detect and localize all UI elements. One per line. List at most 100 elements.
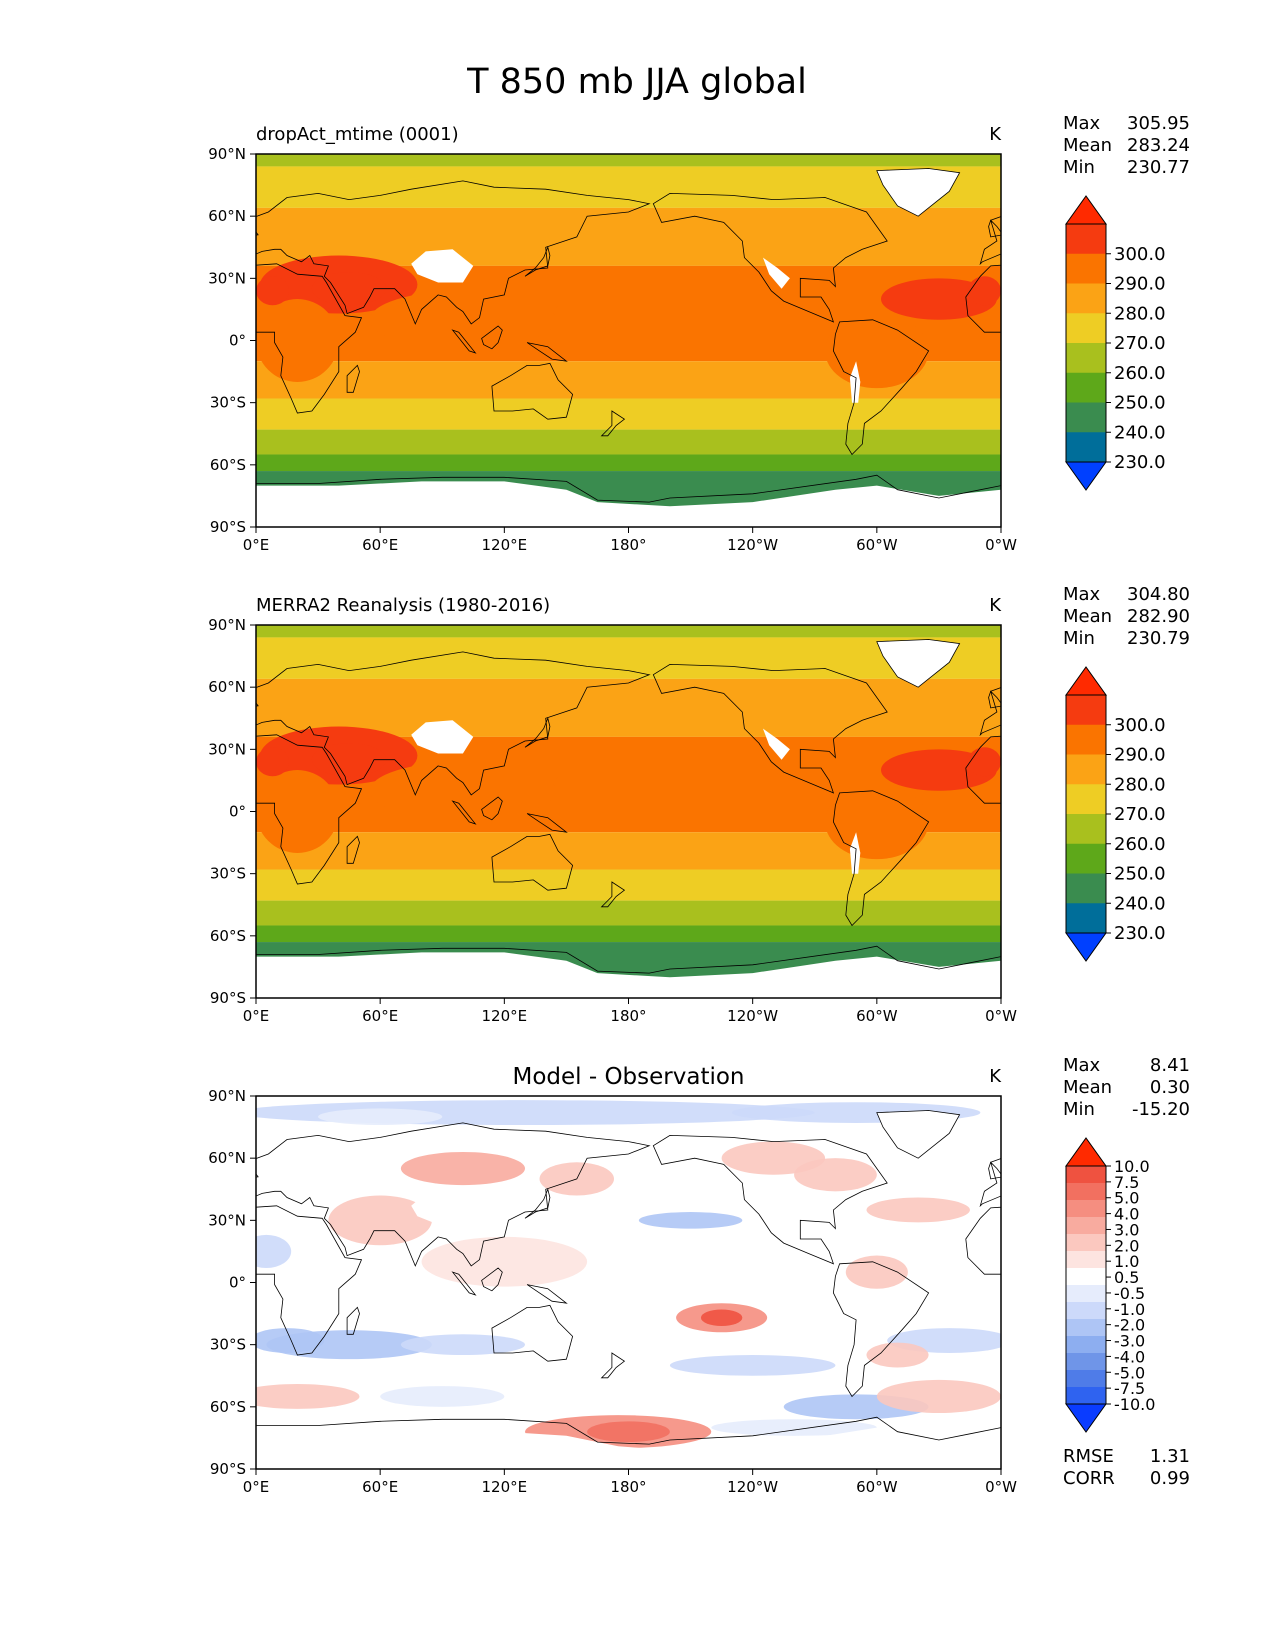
difference-region: [876, 1379, 1001, 1414]
colorbar-segment: [1066, 724, 1106, 755]
y-tick-label: 90°S: [210, 518, 246, 536]
coastline-africa: [256, 263, 363, 414]
stat-value: 230.79: [1127, 628, 1190, 649]
missing-greenland: [876, 168, 960, 217]
colorbar-segment: [1066, 1200, 1106, 1218]
coastline-greenland: [876, 1110, 961, 1159]
coastline-antarctica: [256, 1416, 1001, 1445]
colorbar-segment: [1066, 814, 1106, 845]
colorbar-tick-label: 3.0: [1114, 1220, 1139, 1239]
hot-region: [311, 743, 387, 777]
temperature-band: [256, 637, 1001, 679]
colorbar-tick-label: 230.0: [1114, 923, 1166, 944]
colorbar-segment: [1066, 283, 1106, 314]
coastline-newzealand: [600, 410, 626, 437]
temperature-band: [256, 207, 1001, 266]
difference-region: [866, 1197, 970, 1223]
colorbar-tick-label: 230.0: [1114, 452, 1166, 473]
x-tick-label: 60°E: [362, 536, 398, 554]
colorbar-tick-label: 4.0: [1114, 1205, 1139, 1224]
warm-anomaly-region: [369, 290, 557, 349]
coastline-namerica: [652, 1134, 888, 1265]
panel-left-label: MERRA2 Reanalysis (1980-2016): [256, 595, 550, 616]
map-field: [256, 625, 1001, 998]
colorbar-segment: [1066, 784, 1106, 815]
coastline-borneo: [481, 325, 503, 350]
colorbar-tick-label: -7.5: [1114, 1379, 1145, 1398]
x-tick-label: 120°W: [727, 1007, 778, 1025]
missing-tibet: [411, 249, 474, 283]
colorbar-tick-label: 250.0: [1114, 864, 1166, 885]
colorbar-tick-label: -1.0: [1114, 1300, 1145, 1319]
coastline-madagascar: [346, 1306, 360, 1335]
coastline-samerica: [832, 1261, 930, 1398]
colorbar-tick-label: 1.0: [1114, 1252, 1139, 1271]
panel-center-label: Model - Observation: [512, 1064, 744, 1090]
colorbar-segment: [1066, 1268, 1106, 1286]
difference-region: [400, 1151, 526, 1186]
colorbar-segment: [1066, 1336, 1106, 1354]
temperature-band: [256, 429, 1001, 455]
y-tick-label: 60°S: [210, 927, 246, 945]
coastline-eurasia: [256, 651, 651, 796]
x-tick-label: 180°: [610, 1478, 646, 1496]
panel-obs: 0°E 60°E 120°E 180° 120°W 60°W 0°W 90°N 60°N 30°N…: [208, 584, 1190, 1025]
colorbar-tick-label: 260.0: [1114, 363, 1166, 384]
coastline-uk: [988, 219, 1001, 238]
coastline-australia: [491, 1304, 574, 1362]
colorbar-segment: [1066, 1387, 1106, 1405]
colorbar-segment: [1066, 224, 1106, 255]
coastline-africa: [256, 734, 363, 885]
stat-value: 283.24: [1127, 135, 1190, 156]
colorbar-segment: [1066, 1166, 1106, 1184]
colorbar-segment: [1066, 1353, 1106, 1371]
colorbar-frame: [1065, 1165, 1107, 1405]
difference-region: [256, 1234, 292, 1268]
x-tick-label: 60°W: [856, 1478, 898, 1496]
warm-anomaly-region: [825, 784, 929, 860]
y-tick-label: 90°N: [208, 616, 246, 634]
missing-greenland: [876, 639, 960, 688]
y-tick-label: 60°N: [208, 678, 246, 696]
x-tick-label: 120°W: [727, 1478, 778, 1496]
coastline-antarctica: [256, 945, 1001, 974]
x-tick-label: 60°E: [362, 1478, 398, 1496]
y-tick-label: 0°: [229, 803, 246, 821]
x-tick-label: 60°W: [856, 1007, 898, 1025]
colorbar-segment: [1066, 1217, 1106, 1235]
colorbar-tick-label: -0.5: [1114, 1284, 1145, 1303]
colorbar-tick-label: 260.0: [1114, 834, 1166, 855]
panel-diff: 0°E 60°E 120°E 180° 120°W 60°W 0°W 90°N 60°N 30°N…: [208, 1055, 1190, 1496]
x-tick-label: 180°: [610, 1007, 646, 1025]
y-tick-label: 30°S: [210, 394, 246, 412]
x-tick-label: 0°W: [985, 536, 1017, 554]
coastlines: [256, 1110, 1001, 1445]
coastline-japan: [524, 1188, 551, 1219]
stat-value: 304.80: [1127, 584, 1190, 605]
panel-left-label: dropAct_mtime (0001): [256, 124, 459, 145]
missing-tibet: [411, 720, 474, 754]
colorbar-segment: [1066, 432, 1106, 463]
map-field: [256, 1096, 1001, 1469]
y-tick-label: 30°N: [208, 740, 246, 758]
colorbar-segment: [1066, 1234, 1106, 1252]
hot-region: [256, 276, 290, 306]
stat-label: Max: [1063, 584, 1101, 605]
colorbar-tick-label: 7.5: [1114, 1173, 1139, 1192]
y-tick-label: 30°S: [210, 1336, 246, 1354]
colorbar-segment: [1066, 313, 1106, 344]
temperature-band: [256, 154, 1001, 167]
difference-region: [380, 1386, 505, 1407]
coastline-newzealand: [600, 881, 626, 908]
colorbar-tick-label: -4.0: [1114, 1347, 1145, 1366]
colorbar-tick-label: 2.0: [1114, 1236, 1139, 1255]
y-tick-label: 90°S: [210, 989, 246, 1007]
colorbar-tick-label: 300.0: [1114, 715, 1166, 736]
figure-title: T 850 mb JJA global: [466, 62, 807, 102]
stat-value: -15.20: [1132, 1099, 1190, 1120]
colorbar-tick-label: 240.0: [1114, 422, 1166, 443]
panel-model: 0°E 60°E 120°E 180° 120°W 60°W 0°W 90°N 60°N 30°N…: [208, 113, 1190, 554]
map-field: [256, 154, 1001, 527]
warm-anomaly-region: [825, 313, 929, 389]
stat-value: 305.95: [1127, 113, 1190, 134]
